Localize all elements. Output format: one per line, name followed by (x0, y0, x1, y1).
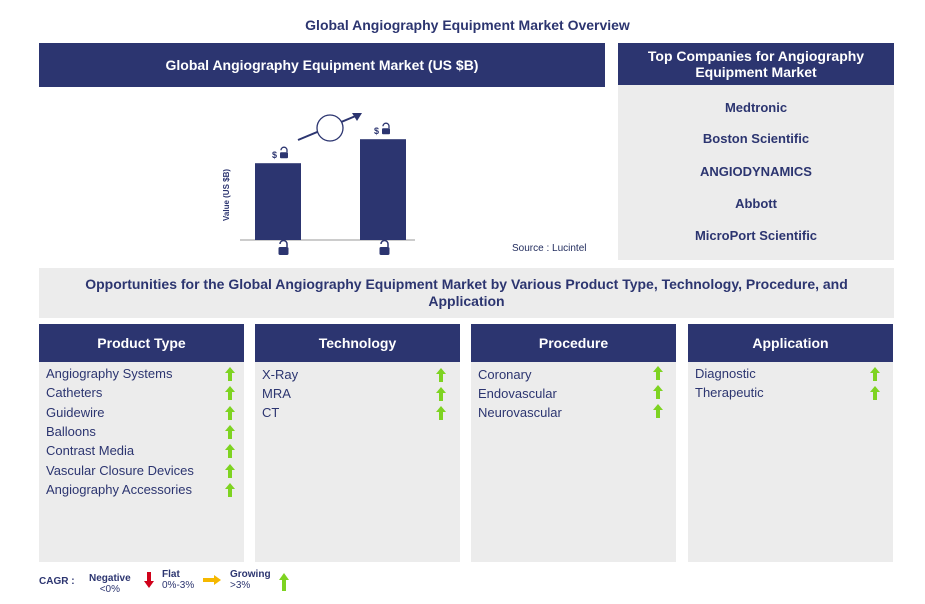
lock-icon (379, 239, 390, 255)
growing-arrow-icon (225, 483, 235, 497)
list-item: Neurovascular (478, 405, 562, 420)
growing-arrow-icon (225, 444, 235, 458)
flat-arrow-icon (203, 575, 221, 585)
company-item: Abbott (735, 196, 777, 211)
column-body-product-type: Angiography Systems Catheters Guidewire … (39, 362, 244, 562)
legend-negative: Negative <0% (89, 573, 131, 595)
chart-ylabel: Value (US $B) (222, 169, 231, 221)
chart-bar (255, 163, 301, 240)
growing-arrow-icon (225, 367, 235, 381)
lock-icon (280, 146, 288, 159)
growing-arrow-icon (225, 406, 235, 420)
growing-arrow-icon (436, 387, 446, 401)
list-item: Contrast Media (46, 443, 135, 458)
companies-header: Top Companies for Angiography Equipment … (618, 43, 894, 85)
lock-icon (278, 239, 289, 255)
page-title: Global Angiography Equipment Market Over… (305, 17, 630, 33)
growing-arrow-icon (436, 406, 446, 420)
column-body-technology: X-Ray MRA CT (255, 362, 460, 562)
chart-source: Source : Lucintel (512, 243, 587, 254)
legend-flat: Flat 0%-3% (162, 569, 194, 591)
opportunities-banner: Opportunities for the Global Angiography… (39, 268, 894, 318)
legend-growing: Growing >3% (230, 569, 271, 591)
list-item: Guidewire (46, 405, 105, 420)
column-body-application: Diagnostic Therapeutic (688, 362, 893, 562)
list-item: Vascular Closure Devices (46, 463, 194, 478)
growing-arrow-icon (225, 425, 235, 439)
market-bar-chart: Value (US $B) $ $ Source : Lucintel (222, 113, 587, 255)
list-item: Catheters (46, 385, 103, 400)
company-item: Boston Scientific (702, 131, 810, 146)
column-header-technology: Technology (255, 324, 460, 362)
lock-icon (382, 122, 390, 135)
list-item: Endovascular (478, 386, 557, 401)
legend-negative-range: <0% (99, 584, 120, 595)
growing-arrow-icon (870, 367, 880, 381)
bar-value-label: $ (272, 150, 277, 160)
list-item: Balloons (46, 424, 96, 439)
legend-growing-name: Growing (230, 569, 271, 580)
list-item: MRA (262, 386, 291, 401)
list-item: Therapeutic (695, 385, 764, 400)
column-header-procedure: Procedure (471, 324, 676, 362)
bar-value-label: $ (374, 126, 379, 136)
list-item: Angiography Systems (46, 366, 173, 381)
list-item: CT (262, 405, 280, 420)
growing-arrow-icon (279, 573, 289, 591)
list-item: X-Ray (262, 367, 299, 382)
legend-negative-name: Negative (89, 573, 131, 584)
company-item: Medtronic (724, 100, 788, 115)
growing-arrow-icon (225, 386, 235, 400)
list-item: Angiography Accessories (46, 482, 192, 497)
growing-arrow-icon (436, 368, 446, 382)
cagr-legend: CAGR : Negative <0% Flat 0%-3% Growing >… (39, 568, 319, 598)
chart-bar (360, 139, 406, 240)
company-item: ANGIODYNAMICS (700, 164, 812, 179)
growing-arrow-icon (653, 385, 663, 399)
column-header-product-type: Product Type (39, 324, 244, 362)
column-body-procedure: Coronary Endovascular Neurovascular (471, 362, 676, 562)
column-header-application: Application (688, 324, 893, 362)
legend-label: CAGR : (39, 576, 75, 587)
market-chart-header: Global Angiography Equipment Market (US … (39, 43, 605, 87)
legend-flat-name: Flat (162, 569, 180, 580)
growing-arrow-icon (870, 386, 880, 400)
company-item: MicroPort Scientific (694, 228, 818, 243)
list-item: Coronary (478, 367, 532, 382)
growing-arrow-icon (653, 366, 663, 380)
list-item: Diagnostic (695, 366, 756, 381)
companies-panel: Medtronic Boston Scientific ANGIODYNAMIC… (618, 85, 894, 260)
negative-arrow-icon (144, 572, 154, 588)
legend-flat-range: 0%-3% (162, 580, 195, 591)
legend-growing-range: >3% (230, 580, 251, 591)
growing-arrow-icon (225, 464, 235, 478)
growing-arrow-icon (653, 404, 663, 418)
cagr-growth-arrow-icon (297, 113, 362, 142)
